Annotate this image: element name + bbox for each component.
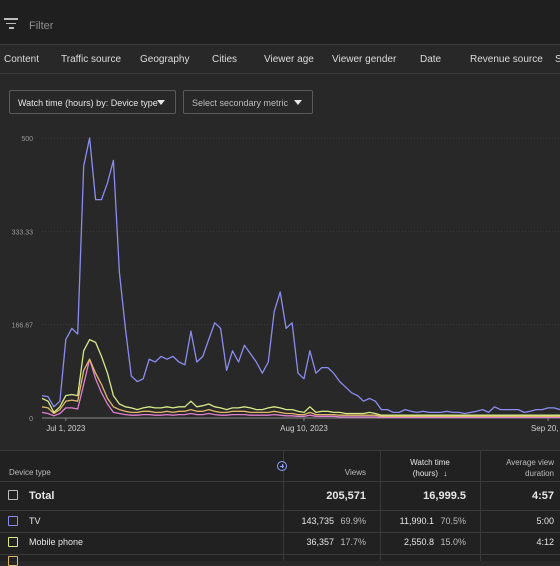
row-watch-time: 2,550.8 [403, 537, 434, 547]
watch-time-chart: 0 166.67 333.33 500 Jul 1, 2023 Aug 10, 2023 S… [12, 136, 560, 433]
col-header-avd-line1: Average view [506, 458, 554, 467]
total-label: Total [29, 490, 55, 502]
row-views-pct: 69.9% [340, 516, 366, 526]
row-views: 36,357 [306, 537, 334, 547]
col-header-views[interactable]: Views [344, 468, 366, 477]
series-line-mobile-phone [41, 338, 560, 416]
row-checkbox-tv[interactable] [8, 516, 18, 526]
sort-desc-icon: ↓ [443, 469, 448, 478]
row-watch-pct: 15.0% [440, 537, 466, 547]
add-column-icon[interactable] [277, 461, 287, 471]
device-type-table: Device type Views Watch time (hours) ↓ A… [0, 450, 560, 566]
secondary-metric-label: Select secondary metric [192, 98, 289, 108]
tab-viewer-age[interactable]: Viewer age [264, 54, 314, 65]
tab-geography[interactable]: Geography [140, 54, 190, 65]
row-checkbox-partial[interactable] [8, 556, 18, 566]
row-label: Mobile phone [29, 537, 84, 547]
col-header-avd-line2: duration [525, 469, 554, 478]
tab-overflow[interactable]: S [555, 54, 560, 65]
y-tick-label: 500 [21, 136, 33, 143]
secondary-metric-dropdown[interactable]: Select secondary metric [183, 90, 313, 114]
col-header-watch-time-label: Watch time [410, 458, 450, 467]
tab-date[interactable]: Date [420, 54, 442, 65]
total-checkbox[interactable] [8, 490, 18, 500]
row-avd: 5:00 [536, 516, 554, 526]
y-tick-label: 333.33 [12, 229, 34, 236]
tab-traffic-source[interactable]: Traffic source [61, 54, 122, 65]
filter-input[interactable]: Filter [29, 20, 54, 32]
chevron-down-icon [157, 100, 165, 105]
row-watch-time: 11,990.1 [399, 516, 434, 526]
x-tick-label: Jul 1, 2023 [46, 424, 86, 433]
col-header-watch-time-unit: (hours) [412, 469, 439, 478]
row-watch-pct: 70.5% [440, 516, 466, 526]
x-tick-label: Sep 20, 2 [531, 424, 560, 433]
chevron-down-icon [294, 100, 302, 105]
series-line-computer [41, 358, 560, 417]
tab-revenue-source[interactable]: Revenue source [470, 54, 543, 65]
primary-metric-label: Watch time (hours) by: Device type [18, 98, 158, 108]
x-tick-label: Aug 10, 2023 [280, 424, 328, 433]
filter-icon[interactable] [4, 18, 18, 29]
tab-viewer-gender[interactable]: Viewer gender [332, 54, 397, 65]
total-watch-time: 16,999.5 [423, 490, 466, 502]
dimension-tabs: Content Traffic source Geography Cities … [0, 45, 560, 74]
total-avd: 4:57 [531, 490, 554, 502]
col-header-avg-view-duration[interactable]: Average view duration [506, 457, 554, 479]
row-views-pct: 17.7% [340, 537, 366, 547]
row-views: 143,735 [301, 516, 334, 526]
tab-content[interactable]: Content [4, 54, 40, 65]
col-header-device-type[interactable]: Device type [9, 468, 51, 477]
primary-metric-dropdown[interactable]: Watch time (hours) by: Device type [9, 90, 176, 114]
series-line-tablet [41, 358, 560, 419]
col-header-watch-time[interactable]: Watch time (hours) ↓ [380, 457, 480, 479]
row-checkbox-mobile-phone[interactable] [8, 537, 18, 547]
row-label: TV [29, 516, 41, 526]
y-tick-label: 166.67 [12, 323, 34, 330]
y-tick-label: 0 [29, 416, 33, 423]
series-line-tv [41, 137, 560, 415]
tab-cities[interactable]: Cities [212, 54, 238, 65]
row-avd: 4:12 [536, 537, 554, 547]
filter-bar: Filter [0, 0, 560, 45]
total-views: 205,571 [326, 490, 366, 502]
